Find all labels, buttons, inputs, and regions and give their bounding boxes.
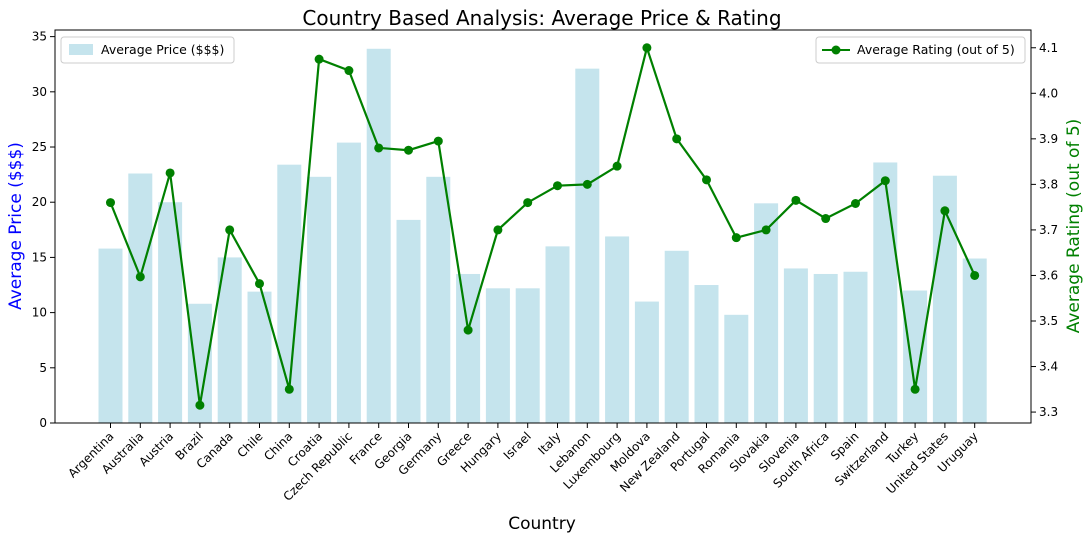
rating-point-israel [523,198,533,208]
left-tick-label: 10 [32,306,47,320]
left-tick-label: 20 [32,195,47,209]
legend-rating-frame [815,36,1026,64]
chart-title: Country Based Analysis: Average Price & … [302,6,781,30]
price-bars [98,48,987,424]
price-bar-switzerland [873,162,898,423]
price-bar-czech-republic [336,142,361,423]
price-bar-romania [724,314,749,423]
left-tick-label: 25 [32,140,47,154]
right-axis: 3.3 3.4 3.5 3.6 3.7 3.8 3.9 4.0 4.1 [1031,41,1058,419]
price-bar-spain [843,271,868,423]
rating-point-united-states [940,206,950,216]
right-axis-title: Average Rating (out of 5) [1064,119,1084,334]
left-tick-label: 0 [39,416,47,430]
left-axis-title: Average Price ($$$) [6,142,26,310]
rating-point-france [374,143,384,153]
rating-point-slovenia [791,195,801,205]
legend-rating: Average Rating (out of 5) [815,36,1026,64]
rating-point-georgia [404,145,413,155]
rating-line [106,43,980,410]
left-tick-label: 30 [32,85,47,99]
rating-point-greece [463,325,473,335]
price-bar-france [366,48,391,424]
rating-point-new-zealand [672,134,682,144]
rating-point-luxembourg [612,161,622,171]
price-bar-portugal [694,285,719,423]
price-bar-slovenia [783,268,808,423]
rating-point-south-africa [821,214,831,224]
left-tick-label: 5 [39,361,47,375]
rating-point-brazil [195,400,205,410]
rating-polyline [109,43,976,406]
price-bar-turkey [903,290,928,423]
x-tick-label: Israel [501,429,534,462]
price-bar-new-zealand [664,250,689,423]
price-bar-greece [456,273,481,423]
rating-point-germany [433,136,443,146]
legend-price-label: Average Price ($$$) [101,42,224,57]
x-tick-label: Chile [234,429,265,460]
right-tick-label: 4.0 [1039,86,1058,100]
rating-point-czech-republic [344,66,354,76]
price-bar-croatia [307,176,332,423]
left-tick-label: 35 [32,30,47,44]
price-bar-luxembourg [605,236,630,423]
rating-point-australia [135,272,145,282]
rating-point-moldova [642,43,652,53]
rating-point-canada [225,225,235,235]
price-bar-canada [217,257,242,423]
price-bar-hungary [485,288,510,423]
rating-point-switzerland [880,176,890,186]
right-tick-label: 3.5 [1039,314,1058,328]
right-tick-label: 3.6 [1039,268,1058,282]
price-bar-australia [128,173,153,423]
legend-price-swatch [69,44,93,55]
rating-point-argentina [106,198,115,208]
left-tick-label: 15 [32,250,47,264]
right-tick-label: 3.3 [1039,405,1058,419]
rating-point-croatia [314,54,324,64]
right-tick-label: 3.9 [1039,132,1058,146]
right-tick-label: 3.7 [1039,223,1058,237]
left-axis: 0 5 10 15 20 25 30 35 [32,30,55,430]
rating-point-italy [553,181,562,191]
right-tick-label: 4.1 [1039,41,1058,55]
rating-point-hungary [493,225,503,235]
rating-point-china [284,384,294,394]
price-bar-georgia [396,219,421,423]
right-tick-label: 3.4 [1039,360,1058,374]
rating-point-slovakia [761,225,771,235]
legend-price: Average Price ($$$) [60,36,235,64]
legend-price-frame [60,36,235,64]
rating-point-turkey [910,384,920,394]
legend-rating-marker [831,45,841,55]
rating-point-portugal [702,175,711,185]
price-bar-south-africa [813,273,838,423]
rating-point-uruguay [970,270,980,280]
rating-point-romania [731,233,741,243]
rating-point-chile [255,279,264,289]
price-bar-germany [426,176,451,423]
price-bar-moldova [634,301,659,423]
x-axis: ArgentinaAustraliaAustriaBrazilCanadaChi… [65,423,981,504]
price-bar-italy [545,246,570,423]
price-bar-slovakia [754,203,779,423]
rating-point-lebanon [582,179,592,189]
price-bar-israel [515,288,540,423]
rating-point-austria [165,168,175,178]
right-tick-label: 3.8 [1039,177,1058,191]
plot-frame [54,29,1032,424]
price-bar-argentina [98,248,123,423]
price-bar-lebanon [575,68,600,424]
price-bar-uruguay [962,258,987,423]
legend-rating-label: Average Rating (out of 5) [857,42,1015,57]
rating-point-spain [851,199,860,209]
x-axis-title: Country [508,514,576,534]
